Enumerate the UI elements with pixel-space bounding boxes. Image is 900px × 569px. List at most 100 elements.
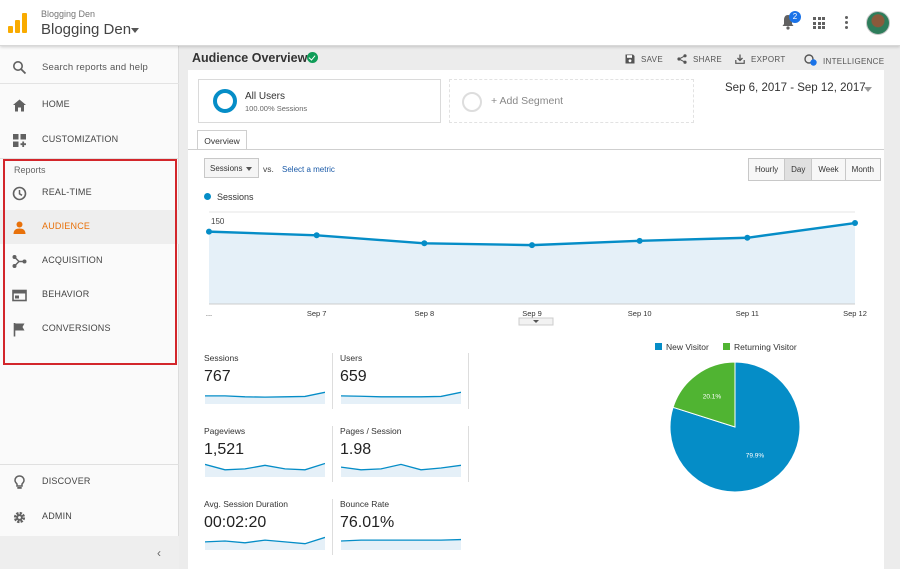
pie-slice-label: 20.1% <box>703 394 722 401</box>
range-month-button[interactable]: Month <box>845 159 880 180</box>
data-point[interactable] <box>313 232 320 239</box>
export-button[interactable]: EXPORT <box>735 54 786 64</box>
range-hourly-button[interactable]: Hourly <box>749 159 786 180</box>
data-point[interactable] <box>206 228 212 235</box>
metric-dropdown[interactable]: Sessions <box>204 158 259 178</box>
kpi-bounce-rate: Bounce Rate 76.01% <box>340 499 465 563</box>
chart-legend: Sessions <box>204 192 254 202</box>
chevron-down-icon[interactable] <box>864 87 872 92</box>
x-tick-label: Sep 9 <box>522 309 542 318</box>
x-tick-label: Sep 10 <box>628 309 652 318</box>
x-tick-label: Sep 8 <box>415 309 435 318</box>
intelligence-button[interactable]: INTELLIGENCE <box>804 54 884 66</box>
sidebar-item-label: DISCOVER <box>42 476 91 486</box>
pie-slice[interactable] <box>669 361 801 493</box>
granularity-toggle: Hourly Day Week Month <box>748 158 881 181</box>
kpi-label: Pages / Session <box>340 426 402 436</box>
sparkline-area <box>205 537 325 550</box>
apps-grid-icon[interactable] <box>813 17 825 29</box>
more-options-icon[interactable] <box>845 16 848 29</box>
sidebar-item-admin[interactable]: ADMIN <box>0 500 179 534</box>
person-icon <box>13 221 26 234</box>
kpi-separator <box>468 353 469 409</box>
kpi-sparkline <box>205 391 325 404</box>
sparkline-line <box>205 536 325 545</box>
tab-overview[interactable]: Overview <box>197 130 247 150</box>
segment-all-users[interactable]: All Users 100.00% Sessions <box>198 79 441 123</box>
kpi-sparkline <box>205 536 325 550</box>
data-point[interactable] <box>529 242 535 249</box>
kpi-label: Avg. Session Duration <box>204 499 288 509</box>
legend-swatch-new <box>655 343 662 350</box>
chevron-down-icon[interactable] <box>131 28 139 33</box>
kpi-sparkline <box>341 463 461 477</box>
sidebar-item-conversions[interactable]: CONVERSIONS <box>0 312 179 346</box>
behavior-window-icon <box>12 289 27 302</box>
account-label: Blogging Den <box>41 9 96 19</box>
collapse-sidebar-icon[interactable]: ‹ <box>157 546 161 560</box>
sidebar-item-acquisition[interactable]: ACQUISITION <box>0 244 179 278</box>
sparkline-area <box>205 392 325 404</box>
sessions-area <box>209 223 855 304</box>
tab-divider <box>188 149 884 150</box>
segment-name: All Users <box>245 91 286 102</box>
analytics-logo-icon[interactable] <box>8 13 28 33</box>
legend-label: New Visitor <box>666 342 709 352</box>
sidebar: Search reports and help HOME CUSTOMIZATI… <box>0 46 179 569</box>
pie-slice[interactable] <box>672 361 736 428</box>
data-point[interactable] <box>852 220 858 227</box>
avatar[interactable] <box>866 11 890 35</box>
sidebar-item-label: ACQUISITION <box>42 255 103 265</box>
sidebar-item-home[interactable]: HOME <box>0 88 179 122</box>
sidebar-item-behavior[interactable]: BEHAVIOR <box>0 278 179 312</box>
legend-label: Returning Visitor <box>734 342 797 352</box>
kpi-value: 659 <box>340 368 367 385</box>
kpi-sessions: Sessions 767 <box>204 353 329 417</box>
sidebar-item-customization[interactable]: CUSTOMIZATION <box>0 123 179 157</box>
x-tick-label: Sep 7 <box>307 309 327 318</box>
sidebar-divider <box>0 158 179 159</box>
save-label: SAVE <box>641 55 663 64</box>
range-week-button[interactable]: Week <box>812 159 846 180</box>
sidebar-item-discover[interactable]: DISCOVER <box>0 465 179 499</box>
share-button[interactable]: SHARE <box>677 54 722 64</box>
sidebar-search[interactable]: Search reports and help <box>0 50 179 84</box>
sparkline-area <box>205 463 325 477</box>
sparkline-line <box>205 391 325 398</box>
legend-swatch-returning <box>723 343 730 350</box>
top-bar: Blogging Den Blogging Den 2 <box>0 0 900 46</box>
sidebar-item-real-time[interactable]: REAL-TIME <box>0 176 179 210</box>
sidebar-item-audience[interactable]: AUDIENCE <box>0 210 179 244</box>
save-button[interactable]: SAVE <box>625 54 663 64</box>
search-icon <box>13 61 27 75</box>
sparkline-line <box>341 538 461 542</box>
kpi-value: 00:02:20 <box>204 514 267 531</box>
sidebar-item-label: REAL-TIME <box>42 187 92 197</box>
account-selector[interactable]: Blogging Den <box>41 21 132 38</box>
data-point[interactable] <box>744 234 751 241</box>
acquisition-icon <box>12 255 27 268</box>
sidebar-item-label: HOME <box>42 99 70 109</box>
data-point[interactable] <box>636 237 643 244</box>
date-range-picker[interactable]: Sep 6, 2017 - Sep 12, 2017 <box>725 82 866 94</box>
chevron-down-icon <box>533 320 539 323</box>
kpi-value: 1,521 <box>204 441 245 458</box>
reports-highlight-box <box>3 159 177 365</box>
home-icon <box>13 99 26 112</box>
segment-ring-icon <box>213 89 237 113</box>
range-day-button[interactable]: Day <box>785 159 813 180</box>
page-scrollbar[interactable] <box>884 70 900 569</box>
select-metric-link[interactable]: Select a metric <box>282 165 335 174</box>
sparkline-line <box>205 462 325 471</box>
kpi-sparkline <box>205 462 325 477</box>
visitor-pie-chart: 79.9% 20.1% <box>669 361 801 493</box>
sidebar-item-label: ADMIN <box>42 511 72 521</box>
search-input[interactable]: Search reports and help <box>42 62 148 73</box>
legend-label: Sessions <box>217 192 254 202</box>
kpi-label: Users <box>340 353 363 363</box>
pie-legend-returning: Returning Visitor <box>723 342 797 352</box>
add-segment-button[interactable]: + Add Segment <box>449 79 694 123</box>
data-point[interactable] <box>421 240 428 247</box>
kpi-pageviews: Pageviews 1,521 <box>204 426 329 490</box>
